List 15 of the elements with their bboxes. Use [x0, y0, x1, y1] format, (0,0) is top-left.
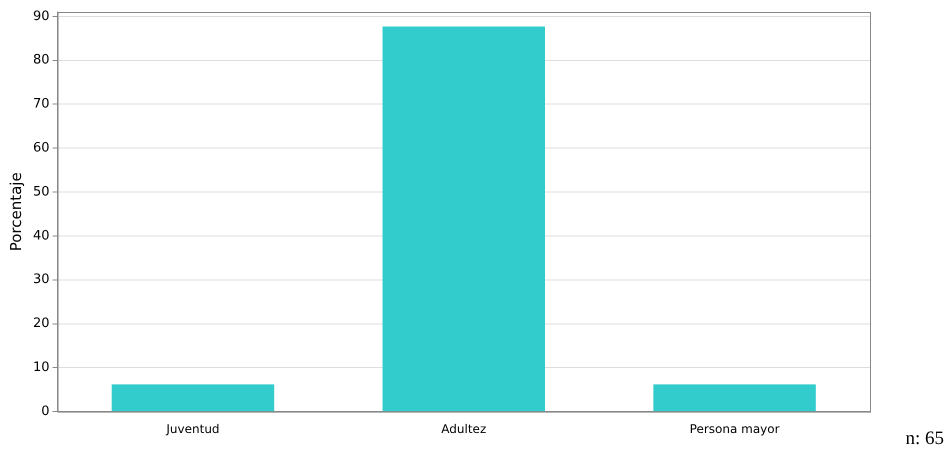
y-tick-label: 40	[32, 228, 50, 244]
text: n: 65	[905, 428, 944, 450]
y-axis-title: Porcentaje	[6, 172, 25, 252]
x-tick-label: Persona mayor	[690, 422, 780, 436]
x-tick-label: Juventud	[165, 422, 220, 436]
y-tick-label: 90	[32, 8, 50, 24]
y-tick-label: 80	[32, 52, 50, 68]
y-tick-label: 20	[32, 316, 50, 332]
y-tick-label: 30	[32, 272, 50, 288]
y-tick-label: 70	[32, 96, 50, 112]
y-tick-label: 0	[41, 404, 50, 419]
y-tick-label: 60	[32, 140, 50, 156]
y-tick-label: 10	[32, 360, 50, 376]
x-tick-label: Adultez	[441, 422, 486, 436]
y-tick-label: 50	[32, 184, 50, 200]
